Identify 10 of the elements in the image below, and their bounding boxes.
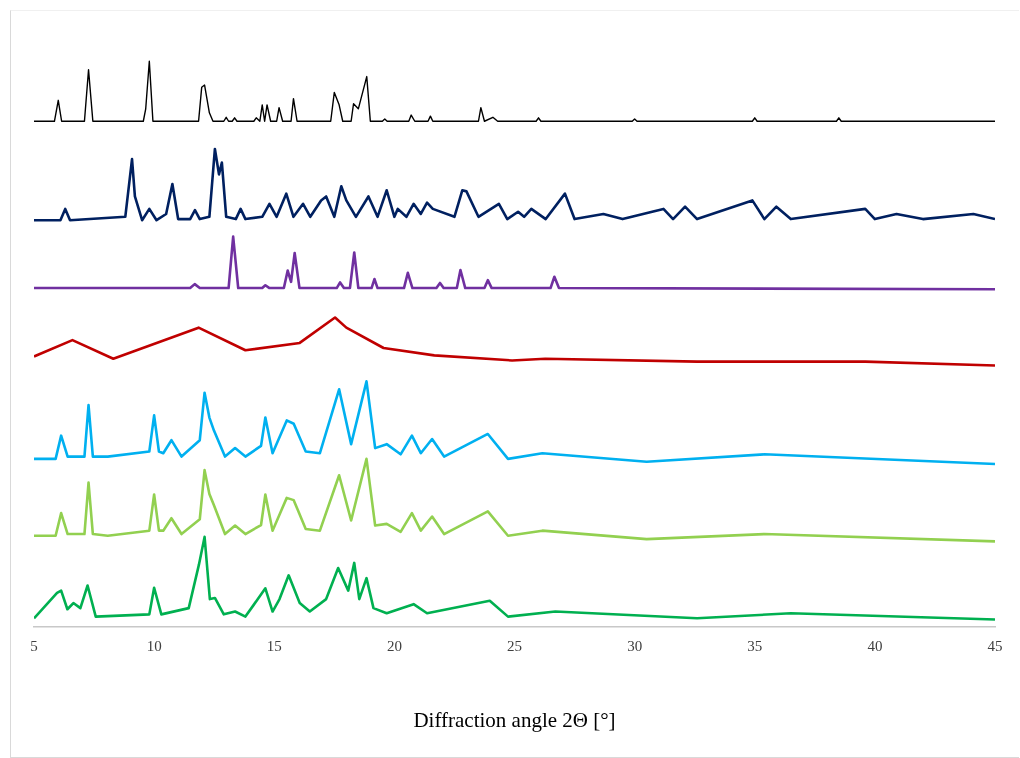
x-tick-label: 15 — [266, 637, 282, 654]
x-tick-label: 35 — [747, 637, 763, 654]
x-tick-label: 40 — [867, 637, 883, 654]
x-tick-label: 45 — [987, 637, 1003, 654]
x-tick-label: 5 — [30, 637, 38, 654]
x-tick-label: 10 — [146, 637, 162, 654]
x-tick-label: 20 — [386, 637, 402, 654]
x-axis-title: Diffraction angle 2Θ [°] — [413, 707, 616, 732]
x-tick-label: 25 — [507, 637, 522, 654]
x-tick-label: 30 — [627, 637, 643, 654]
